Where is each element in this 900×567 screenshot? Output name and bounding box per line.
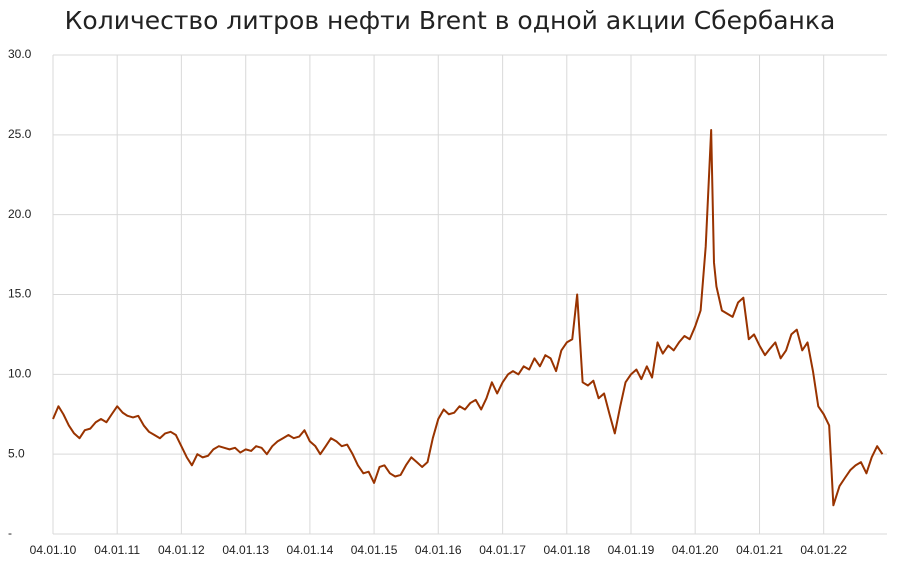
x-tick-label: 04.01.21 <box>736 543 783 557</box>
x-tick-label: 04.01.10 <box>30 543 77 557</box>
y-tick-label: 25.0 <box>8 127 32 141</box>
x-tick-label: 04.01.11 <box>94 543 140 557</box>
chart-title: Количество литров нефти Brent в одной ак… <box>65 6 836 35</box>
x-tick-label: 04.01.14 <box>287 543 334 557</box>
y-tick-label: 30.0 <box>8 47 32 61</box>
x-tick-label: 04.01.17 <box>479 543 526 557</box>
x-tick-label: 04.01.13 <box>222 543 269 557</box>
y-tick-label: 10.0 <box>8 367 32 381</box>
x-tick-label: 04.01.16 <box>415 543 462 557</box>
y-tick-label: - <box>8 526 12 540</box>
x-tick-label: 04.01.15 <box>351 543 398 557</box>
x-tick-label: 04.01.19 <box>608 543 655 557</box>
data-line <box>52 129 884 507</box>
x-tick-label: 04.01.18 <box>543 543 590 557</box>
y-tick-label: 20.0 <box>8 207 32 221</box>
x-tick-label: 04.01.12 <box>158 543 205 557</box>
y-tick-label: 5.0 <box>8 446 25 460</box>
y-tick-label: 15.0 <box>8 287 32 301</box>
x-tick-label: 04.01.20 <box>672 543 719 557</box>
x-tick-label: 04.01.22 <box>800 543 847 557</box>
